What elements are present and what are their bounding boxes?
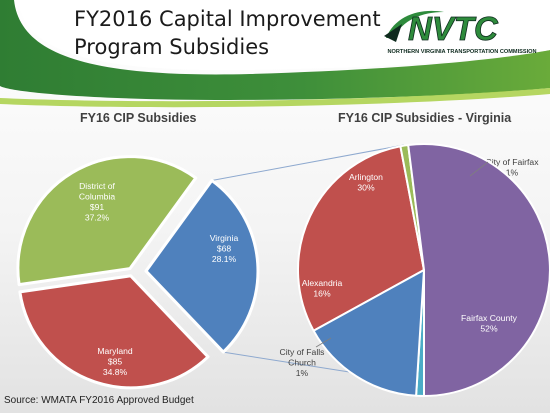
slice-alexandria xyxy=(312,269,425,397)
logo-swoosh-accent-icon xyxy=(384,24,402,42)
slice-label-virginia: Virginia $68 28.1% xyxy=(210,233,239,264)
slice-label-alexandria: Alexandria 16% xyxy=(302,278,343,299)
slice-virginia xyxy=(144,178,260,354)
slice-label-city-of-fairfax: City of Fairfax 1% xyxy=(485,157,539,178)
chart-title-right: FY16 CIP Subsidies - Virginia xyxy=(338,111,512,125)
slice-label-arlington: Arlington 30% xyxy=(349,172,383,193)
slice-arlington xyxy=(297,145,425,332)
left-pie-chart: District of Columbia $91 37.2% Virginia $68 28… xyxy=(16,155,260,390)
source-note: Source: WMATA FY2016 Approved Budget xyxy=(4,395,194,406)
leader-line-city-of-falls-church xyxy=(315,337,332,348)
connector-line-bottom xyxy=(223,351,363,375)
slice-district-of-columbia xyxy=(16,155,198,287)
explode-connector-lines xyxy=(211,144,405,375)
nvtc-logo: NVTC NORTHERN VIRGINIA TRANSPORTATION CO… xyxy=(384,10,537,55)
slice-label-fairfax-county: Fairfax County 52% xyxy=(461,313,518,334)
slice-label-district-of-columbia: District of Columbia $91 37.2% xyxy=(79,181,116,223)
slice-label-city-of-falls-church: City of Falls Church 1% xyxy=(280,347,325,378)
slice-maryland xyxy=(18,274,210,390)
right-pie-chart: Arlington 30% City of Fairfax 1% Fairfax Cou… xyxy=(280,143,550,397)
header-light-green-stripe xyxy=(0,88,550,108)
slide-title-line-2: Program Subsidies xyxy=(74,35,270,59)
slide-title-line-1: FY2016 Capital Improvement xyxy=(74,7,381,31)
logo-wordmark: NVTC xyxy=(408,10,499,47)
slice-label-maryland: Maryland $85 34.8% xyxy=(97,346,133,377)
connector-line-top xyxy=(211,144,405,181)
logo-tagline: NORTHERN VIRGINIA TRANSPORTATION COMMISS… xyxy=(387,49,536,55)
header-green-swoosh xyxy=(0,0,550,100)
slice-fairfax-county xyxy=(407,143,550,397)
leader-line-city-of-fairfax xyxy=(469,161,489,177)
chart-title-left: FY16 CIP Subsidies xyxy=(80,111,197,125)
